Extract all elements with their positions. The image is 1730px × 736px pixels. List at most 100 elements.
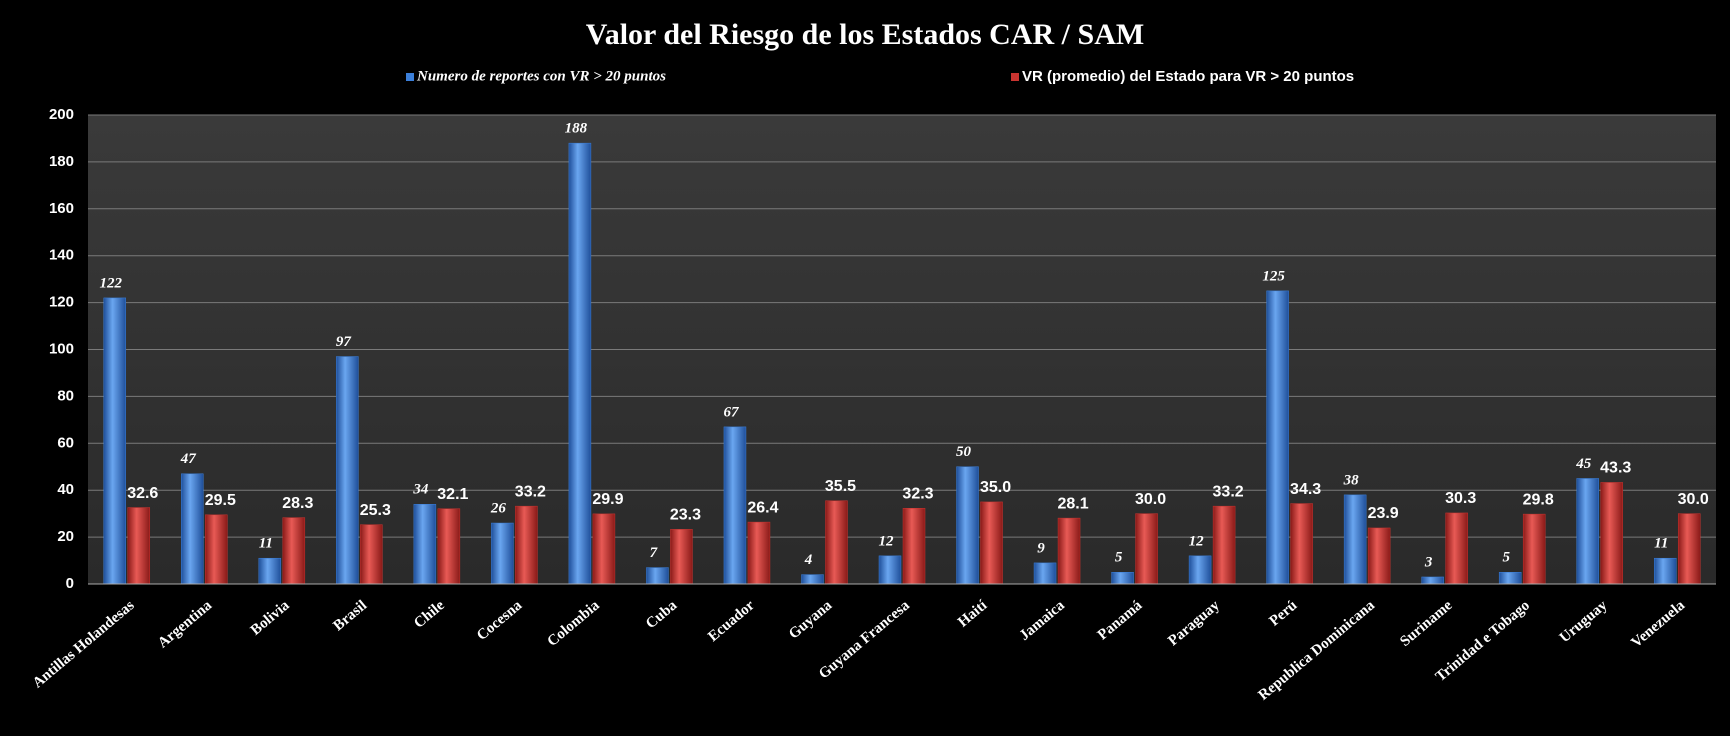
legend-swatch (406, 73, 414, 81)
y-tick-label: 20 (57, 528, 74, 545)
bar (1653, 557, 1677, 585)
bar (956, 466, 979, 585)
bar (1033, 562, 1057, 585)
bar (825, 500, 848, 585)
bar (258, 557, 282, 585)
data-label: 26 (490, 500, 507, 516)
bar (646, 567, 669, 585)
data-label: 34.3 (1290, 481, 1321, 498)
x-tick-label: Ecuador (705, 597, 758, 645)
x-tick-label: Colombia (545, 597, 604, 650)
data-label: 32.6 (127, 485, 158, 502)
data-label: 12 (1189, 533, 1205, 549)
data-label: 43.3 (1600, 460, 1631, 477)
data-label: 11 (259, 536, 273, 552)
data-label: 35.0 (980, 479, 1011, 496)
data-label: 11 (1654, 536, 1668, 552)
bar (205, 514, 228, 585)
bar (181, 473, 204, 585)
data-label: 122 (100, 275, 123, 291)
data-label: 67 (723, 404, 739, 420)
data-label: 30.3 (1445, 490, 1476, 507)
bar (491, 522, 514, 585)
x-tick-label: Paraguay (1165, 597, 1223, 649)
x-tick-label: Perú (1266, 597, 1300, 629)
x-tick-label: Suriname (1397, 597, 1455, 650)
chart-title: Valor del Riesgo de los Estados CAR / SA… (586, 18, 1144, 51)
data-label: 188 (565, 121, 588, 137)
data-label: 28.3 (282, 495, 313, 512)
data-label: 29.9 (592, 491, 623, 508)
legend-entry: Numero de reportes con VR > 20 puntos (416, 68, 666, 84)
bar (1188, 555, 1212, 585)
data-label: 47 (180, 451, 197, 467)
bar (1135, 513, 1158, 585)
data-label: 30.0 (1678, 491, 1709, 508)
data-label: 23.3 (670, 507, 701, 524)
x-tick-label: Brasil (330, 597, 370, 634)
bar (127, 507, 151, 585)
bar (1212, 505, 1236, 585)
y-tick-label: 160 (49, 200, 74, 217)
bar (1367, 527, 1391, 585)
data-label: 33.2 (515, 483, 546, 500)
x-tick-label: Cocesna (474, 597, 526, 644)
data-label: 5 (1115, 550, 1123, 566)
data-label: 29.5 (205, 492, 236, 509)
bar (336, 356, 359, 585)
bar (103, 297, 127, 585)
y-tick-label: 0 (66, 575, 74, 592)
x-tick-label: Cuba (643, 597, 680, 632)
data-label: 38 (1343, 472, 1360, 488)
bar (1445, 512, 1468, 585)
x-tick-label: Guyana (786, 597, 836, 642)
data-label: 23.9 (1368, 505, 1399, 522)
bar (1290, 503, 1313, 585)
bar (878, 555, 902, 585)
bar (1677, 513, 1701, 585)
data-label: 30.0 (1135, 491, 1166, 508)
data-label: 32.1 (437, 486, 468, 503)
x-tick-label: Bolivia (248, 597, 293, 639)
bar (437, 508, 461, 585)
bar (1111, 572, 1134, 585)
y-tick-label: 40 (57, 481, 74, 498)
bar (1576, 478, 1599, 585)
bar (413, 504, 437, 585)
y-tick-label: 180 (49, 153, 74, 170)
data-label: 29.8 (1523, 491, 1554, 508)
bar (1421, 576, 1444, 585)
bar (568, 142, 592, 585)
bar (902, 508, 926, 585)
x-tick-label: Panamá (1095, 597, 1146, 643)
bar (747, 521, 771, 585)
legend-swatch (1011, 73, 1019, 81)
bar (723, 426, 747, 585)
x-tick-label: Jamaica (1017, 597, 1069, 644)
bar (1057, 517, 1081, 585)
bar (515, 505, 538, 585)
data-label: 35.5 (825, 478, 856, 495)
y-tick-label: 120 (49, 294, 74, 311)
legend-entry: VR (promedio) del Estado para VR > 20 pu… (1022, 68, 1354, 85)
bar (1498, 572, 1522, 585)
bar (1343, 494, 1367, 585)
bar (980, 501, 1003, 585)
bar (1522, 513, 1546, 585)
bar (801, 574, 824, 585)
y-tick-label: 60 (57, 434, 74, 451)
data-label: 25.3 (360, 502, 391, 519)
data-label: 33.2 (1213, 483, 1244, 500)
bar (1600, 482, 1623, 585)
x-tick-label: Uruguay (1557, 597, 1611, 646)
y-tick-label: 100 (49, 340, 74, 357)
data-label: 28.1 (1057, 495, 1088, 512)
data-label: 3 (1424, 554, 1433, 570)
x-tick-label: Chile (411, 597, 448, 631)
data-label: 5 (1502, 550, 1510, 566)
data-label: 45 (1575, 456, 1592, 472)
data-label: 9 (1037, 540, 1045, 556)
x-tick-label: Argentina (155, 597, 215, 651)
x-tick-label: Antillas Holandesas (30, 597, 138, 691)
